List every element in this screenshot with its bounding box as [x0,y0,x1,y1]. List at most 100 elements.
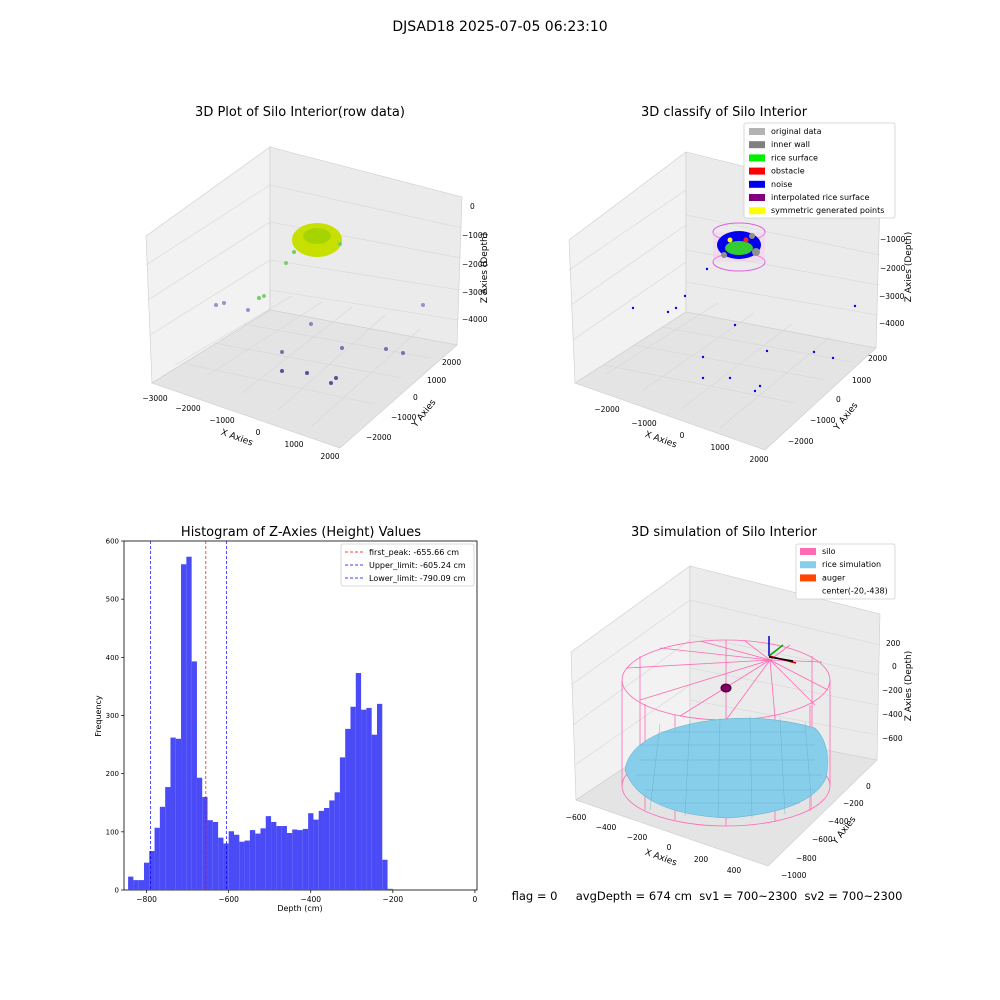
histogram-legend-label: Lower_limit: -790.09 cm [369,574,466,583]
histogram-x-tick-label: 0 [473,895,478,904]
panel2-y-tick: 1000 [852,376,871,385]
legend-label: noise [771,180,792,189]
legend-label: silo [822,547,836,556]
histogram-bar [387,888,393,890]
histogram-bar [186,556,192,890]
panel4-y-tick: −800 [796,854,817,863]
histogram-bars [128,556,393,890]
histogram-bar [165,787,171,890]
histogram-bar [371,734,377,890]
legend-swatch [800,561,816,569]
panel1-z-tick: −4000 [462,315,488,324]
panel2-x-tick: −1000 [631,419,657,428]
panel2-y-tick: −2000 [788,437,814,446]
histogram-y-tick-label: 200 [106,770,119,778]
histogram-bar [218,837,224,890]
histogram-bar [154,827,160,890]
panel2-title: 3D classify of Silo Interior [641,105,808,120]
histogram-bar [302,828,309,890]
histogram-bar [318,810,325,890]
panel2-y-label: Y Axies [832,401,861,434]
histogram-bar [159,806,166,890]
panel1-data-cluster-inner [303,228,331,244]
histogram-x-tick-label: −200 [383,895,404,904]
panel4-x-label: X Axies [643,848,678,869]
panel1-y-tick: 1000 [427,376,446,385]
legend-swatch [749,207,765,215]
panel1-floor-pane [151,309,458,449]
histogram-bar [170,737,176,890]
panel1-z-tick: −2000 [462,260,488,269]
histogram-reference-lines [150,541,227,890]
histogram-bar [376,703,383,890]
histogram-bar [223,843,229,890]
histogram-legend-label: Upper_limit: -605.24 cm [369,561,466,570]
histogram-x-tick-label: −600 [218,895,239,904]
histogram-bar [191,661,197,890]
panel2-z-label: Z Axies (Depth) [904,232,914,303]
histogram-bar [175,738,182,890]
panel4-x-tick: 400 [727,866,742,875]
histogram-bar [350,706,356,890]
histogram-bar [355,673,362,890]
histogram-x-label: Depth (cm) [277,904,322,913]
panel2-y-tick: −1000 [810,416,836,425]
histogram-legend-label: first_peak: -655.66 cm [369,548,459,557]
panel1-z-tick: −1000 [462,231,488,240]
histogram-bar [239,841,245,890]
histogram-bar [207,820,213,890]
panel2-y-tick: 0 [836,395,841,404]
panel2-x-tick: −2000 [594,405,620,414]
panel4-z-label: Z Axies (Depth) [904,651,914,722]
panel1-x-tick: −1000 [209,416,235,425]
legend-swatch [749,194,765,201]
panel1-x-tick: −3000 [142,394,168,403]
histogram-bar [133,880,139,890]
histogram-x-ticks: −800 −600 −400 −200 0 [136,890,478,904]
histogram-bar [366,707,372,890]
legend-label: rice surface [771,153,818,162]
histogram-bar [138,880,144,890]
histogram-bar [334,792,340,890]
histogram-y-tick-label: 500 [106,596,119,604]
legend-label: center(-20,-438) [822,587,888,596]
histogram-bar [143,862,150,890]
histogram-y-tick-label: 400 [106,654,119,662]
histogram-bar [181,564,187,890]
panel1-x-label: X Axies [219,428,254,449]
panel2-z-tick: −1000 [880,235,906,244]
histogram-bar [196,777,203,890]
panel2-z-tick: −3000 [879,292,905,301]
histogram-bar [297,830,303,890]
panel4-y-tick: −600 [812,835,833,844]
rice-simulation-surface [624,715,828,819]
figure-suptitle: DJSAD18 2025-07-05 06:23:10 [392,19,607,35]
histogram-x-tick-label: −800 [136,895,157,904]
legend-swatch [749,180,765,188]
legend-label: original data [771,127,822,136]
legend-label: rice simulation [822,560,881,569]
histogram-legend: first_peak: -655.66 cm Upper_limit: -605.… [340,543,475,587]
histogram-bar [308,813,314,890]
histogram-bar [249,830,256,890]
legend-swatch [749,141,765,149]
panel2-legend: original data inner wall rice surface obsta… [743,122,896,219]
panel4-x-tick: −600 [566,813,587,822]
panel1-x-tick: 1000 [284,440,303,449]
panel1-z-tick: −3000 [462,288,488,297]
legend-swatch [749,167,765,175]
panel4-x-tick: −200 [627,833,648,842]
auger-marker [720,683,732,693]
histogram-bar [286,833,293,890]
histogram-bar [271,821,277,890]
panel1-grid [145,184,463,427]
panel-classify-3d: 3D classify of Silo Interior [568,105,914,464]
histogram-bar [149,851,155,890]
panel4-x-tick: −400 [596,823,617,832]
panel4-y-tick: 0 [866,782,871,791]
panel4-y-tick: −200 [843,799,864,808]
panel4-z-tick: −200 [882,686,903,695]
panel4-y-tick: −1000 [781,871,807,880]
histogram-bar [260,828,266,890]
histogram-bar [324,807,330,890]
